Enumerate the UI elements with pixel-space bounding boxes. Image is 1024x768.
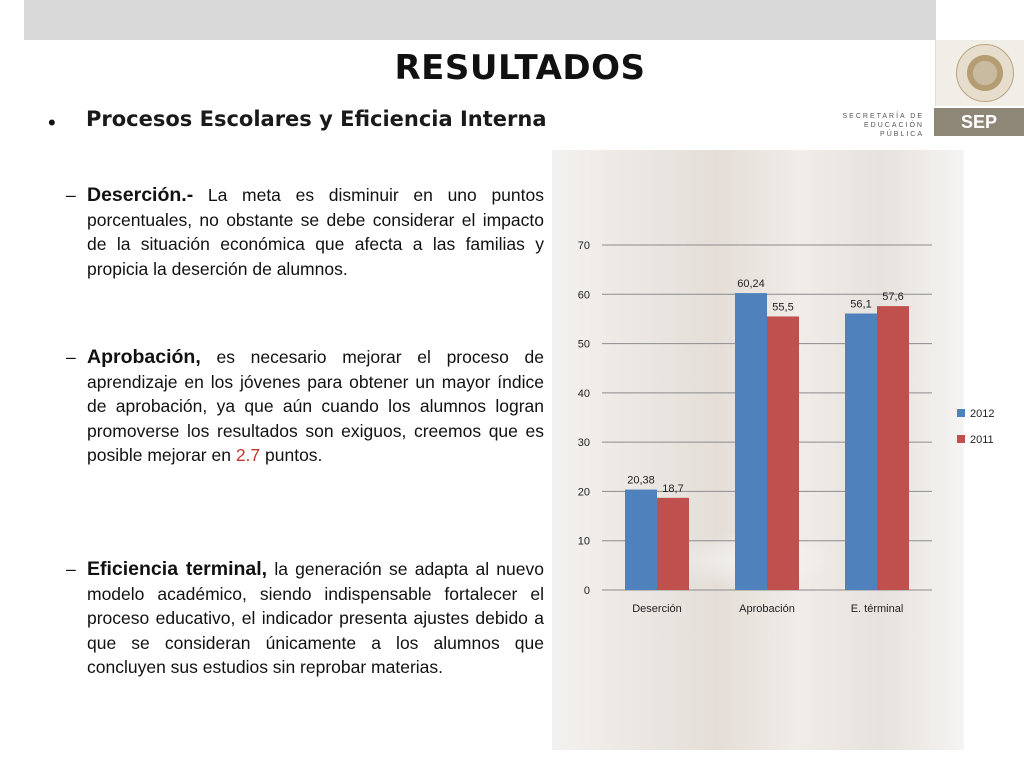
y-tick-label: 70 [578,240,590,252]
bar-2011-1 [657,497,689,590]
paragraph-text: la generación se adapta al nuevo modelo … [87,559,544,677]
paragraph-aprobacion: – Aprobación, es necesario mejorar el pr… [66,345,544,468]
bar-2012-3 [845,313,877,590]
legend-label: 2012 [970,408,994,420]
y-tick-label: 50 [578,339,590,351]
paragraph-lead: Deserción.- [87,184,194,206]
paragraph-eficiencia: – Eficiencia terminal, la generación se … [66,557,544,680]
y-tick-label: 40 [578,388,590,400]
x-category-label: Deserción [632,603,682,615]
page-title: RESULTADOS [394,48,646,88]
dash: – [66,185,76,205]
bar-2012-1 [625,489,657,590]
y-tick-label: 30 [578,437,590,449]
ministry-name: SECRETARÍA DE EDUCACIÓN PÚBLICA [842,113,924,138]
y-tick-label: 0 [584,585,590,597]
bar-chart: 0 10 20 30 40 50 60 70 20,38 18,7 Deserción 60,24 55… [578,240,995,615]
seal-emblem-icon [956,44,1014,102]
data-label: 56,1 [850,299,871,311]
paragraph-text: La meta es disminuir en uno puntos porce… [87,185,544,279]
sep-badge: SEP [934,108,1024,136]
paragraph-lead: Aprobación, [87,346,201,368]
bar-2011-2 [767,316,799,590]
paragraph-text-end: puntos. [260,445,323,465]
data-label: 20,38 [627,475,655,487]
subtitle-bullet: • [48,110,56,135]
bar-2012-2 [735,293,767,590]
bar-2011-3 [877,306,909,590]
paragraph-desercion: – Deserción.- La meta es disminuir en un… [66,183,544,281]
page-subtitle: Procesos Escolares y Eficiencia Interna [86,107,547,131]
legend-label: 2011 [970,434,994,446]
dash: – [66,559,76,579]
data-label: 18,7 [662,483,683,495]
data-label: 60,24 [737,278,765,290]
y-tick-label: 60 [578,289,590,301]
legend-swatch-2012 [957,409,965,417]
dash: – [66,347,76,367]
mexico-seal-logo [935,40,1024,106]
y-tick-label: 10 [578,536,590,548]
legend-swatch-2011 [957,435,965,443]
y-tick-label: 20 [578,486,590,498]
data-label: 57,6 [882,291,903,303]
data-label: 55,5 [772,301,793,313]
top-bar [24,0,936,40]
x-category-label: E. términal [851,603,904,615]
paragraph-text: es necesario mejorar el proceso de apren… [87,347,544,465]
x-category-label: Aprobación [739,603,795,615]
accent-value: 2.7 [235,445,261,465]
paragraph-lead: Eficiencia terminal, [87,558,268,580]
